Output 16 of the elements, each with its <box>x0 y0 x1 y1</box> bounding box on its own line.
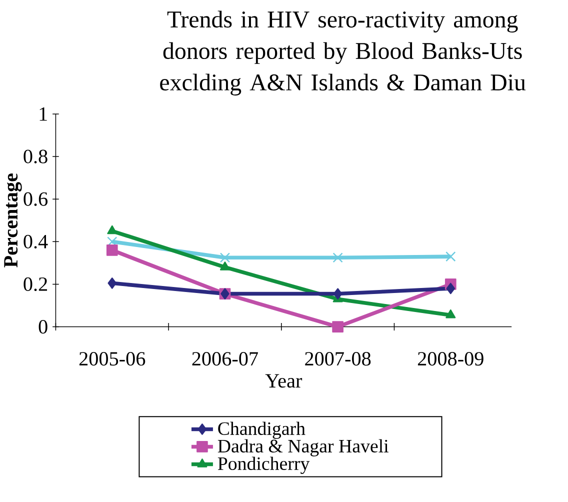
x-tick-label: 2007-08 <box>305 352 371 366</box>
x-tick-label: 2006-07 <box>192 352 258 366</box>
legend-label: Dadra & Nagar Haveli <box>218 439 388 456</box>
chart-title: Trends in HIV sero-ractivity among donors reported by Blood Banks-Uts exclding A&N Islands & Daman Diu <box>160 10 526 96</box>
y-tick-label: 0.2 <box>24 277 48 291</box>
y-tick-label: 0.8 <box>24 149 48 164</box>
y-tick-label: 0.4 <box>24 234 48 248</box>
y-tick-label: 1 <box>40 107 47 120</box>
x-axis-title: Year <box>265 374 302 388</box>
legend-label: Pondicherry <box>218 456 310 474</box>
legend-label: Chandigarh <box>218 422 306 439</box>
y-tick-label: 0 <box>38 320 48 334</box>
x-tick-label: 2005-06 <box>79 352 146 366</box>
y-tick-label: 0.6 <box>24 192 48 206</box>
x-tick-label: 2008-09 <box>418 352 484 366</box>
y-axis-title: Percentage <box>4 173 22 268</box>
